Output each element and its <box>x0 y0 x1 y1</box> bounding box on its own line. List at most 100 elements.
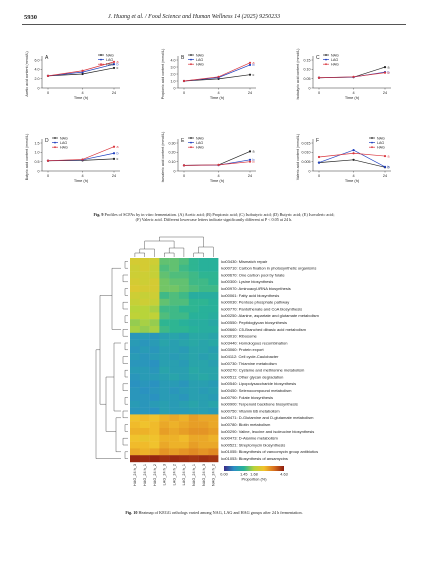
panel-a-xlabel: Time (h) <box>74 95 89 100</box>
heatmap-cell <box>139 346 150 354</box>
heatmap-cell <box>149 271 160 279</box>
heatmap-cell <box>169 380 180 388</box>
heatmap-cell <box>130 394 140 401</box>
heatmap-cell <box>169 298 180 306</box>
heatmap-cell <box>130 264 140 272</box>
panel-b-legend-marker <box>190 63 192 66</box>
panel-f-legend-marker <box>371 146 373 149</box>
panel-a-point-lag <box>112 63 116 66</box>
panel-c-xtick-label: 4 <box>352 91 354 95</box>
heatmap-row-label: ko04112: Cell cycle-Caulobacter <box>221 354 279 359</box>
heatmap-column-label: LAG_24 h_3 <box>163 464 167 485</box>
heatmap-cell <box>159 346 170 354</box>
dendro-leaf-pair <box>124 288 128 296</box>
heatmap-cell <box>169 414 180 422</box>
heatmap-cell <box>149 434 160 442</box>
heatmap-cell <box>159 326 170 333</box>
heatmap-row-label: ko00290: Valine, leucine and isoleucine … <box>221 429 314 434</box>
heatmap-cell <box>179 305 189 313</box>
heatmap-cell <box>139 312 150 320</box>
figure-9-caption: Fig. 9 Profiles of SCFAs by in vitro fer… <box>30 212 398 223</box>
heatmap-cell <box>139 360 150 367</box>
heatmap-row-label: ko00670: One carbon pool by folate <box>221 272 285 277</box>
heatmap-cell <box>130 258 140 265</box>
heatmap-row-label: ko00780: Biotin metabolism <box>221 422 271 427</box>
panel-e-xlabel: Time (h) <box>210 178 225 183</box>
heatmap-cell <box>139 258 150 265</box>
panel-f-point-lag <box>352 148 355 152</box>
heatmap-cell <box>179 373 189 381</box>
panel-f-point-hag <box>317 155 321 159</box>
heatmap-cell <box>159 455 170 463</box>
page-header: 5930 J. Huang et al. / Food Science and … <box>0 0 427 30</box>
heatmap-cell <box>159 332 170 340</box>
heatmap-row-label: ko03060: Protein export <box>221 347 264 352</box>
panel-f-line-lag <box>318 149 386 168</box>
heatmap-cell <box>149 353 160 361</box>
heatmap-cell <box>159 305 170 313</box>
panel-e-point-hag <box>248 160 252 163</box>
panel-f-ytick-label: 0.005 <box>302 160 311 164</box>
panel-b-ytick-label: 2.0 <box>171 72 176 76</box>
heatmap-cell <box>169 455 180 463</box>
heatmap-cell <box>198 373 209 381</box>
panel-c-ylabel: Isobutyric acid content (mmol/L) <box>296 49 300 100</box>
panel-f-sig-letter-hag: a <box>388 154 390 158</box>
heatmap-cell <box>179 400 189 408</box>
dendro-leaf-pair <box>122 329 128 337</box>
heatmap-cell <box>169 258 180 265</box>
heatmap-cell <box>159 292 170 299</box>
heatmap-cell <box>139 285 150 293</box>
heatmap-row-label: ko00030: Pentose phosphate pathway <box>221 300 289 305</box>
panel-e-ytick-label: 0.30 <box>169 141 176 145</box>
panel-d-ytick-label: 1.0 <box>35 151 40 155</box>
heatmap-row-label: ko00450: Selenocompound metabolism <box>221 388 292 393</box>
heatmap-cell <box>188 441 199 449</box>
panel-e-xtick-label: 0 <box>183 174 185 178</box>
heatmap-cell <box>139 305 150 313</box>
heatmap-cell <box>130 353 140 361</box>
panel-e-sig-letter-hag: b <box>253 160 255 164</box>
heatmap-cell <box>139 353 150 361</box>
heatmap-cell <box>179 326 189 333</box>
heatmap-cell <box>179 421 189 429</box>
panel-e-legend-label: HAG <box>196 146 204 150</box>
heatmap-cell <box>149 278 160 286</box>
heatmap-cell <box>198 305 209 313</box>
heatmap-cell <box>179 407 189 415</box>
heatmap-cell <box>188 332 199 340</box>
dendro-leaf-pair <box>124 451 128 459</box>
panel-e-point-nag <box>248 150 252 153</box>
panel-c-xlabel: Time (h) <box>345 95 360 100</box>
panel-c-xtick-label: 24 <box>383 91 387 95</box>
heatmap-cell <box>139 319 150 327</box>
heatmap-cell <box>179 258 189 265</box>
heatmap-row-label: ko00900: Terpenoid backbone biosynthesis <box>221 402 298 407</box>
panel-b-line-hag <box>183 62 251 82</box>
heatmap-cell <box>188 298 199 306</box>
heatmap-cell <box>208 387 219 395</box>
panel-f-ytick-label: 0.015 <box>302 141 311 145</box>
panel-a: 0 2.0 4.0 6.0 0 4 24 Time (h) Acetic acid conten… <box>25 51 120 100</box>
heatmap-row-label: ko00550: Peptidoglycan biosynthesis <box>221 320 287 325</box>
panel-c-point-hag <box>352 75 355 78</box>
heatmap-cell <box>130 339 140 347</box>
heatmap-cell <box>198 346 209 354</box>
panel-f-letter: F <box>316 138 319 144</box>
heatmap-cell <box>149 387 160 395</box>
heatmap-cell <box>139 292 150 299</box>
panel-b-legend-label: NAG <box>196 53 204 57</box>
heatmap-row-label: ko00270: Cysteine and methionine metabol… <box>221 368 305 373</box>
heatmap-cell <box>130 373 140 381</box>
heatmap-cell <box>130 271 140 279</box>
heatmap-row-label: ko00730: Thiamine metabolism <box>221 361 277 366</box>
panel-c-legend-label: LAG <box>331 58 338 62</box>
panel-f: 0 0.005 0.010 0.015 0 4 24 Time (h) Valeric acid… <box>296 134 391 183</box>
heatmap-cell <box>130 400 140 408</box>
panel-b-sig-letter-hag: a <box>253 61 255 65</box>
heatmap-cell <box>188 360 199 367</box>
heatmap-cell <box>139 278 150 286</box>
panel-c-point-hag <box>317 76 321 79</box>
heatmap-cell <box>139 373 150 381</box>
panel-f-sig-letter-lag: b <box>388 165 390 169</box>
